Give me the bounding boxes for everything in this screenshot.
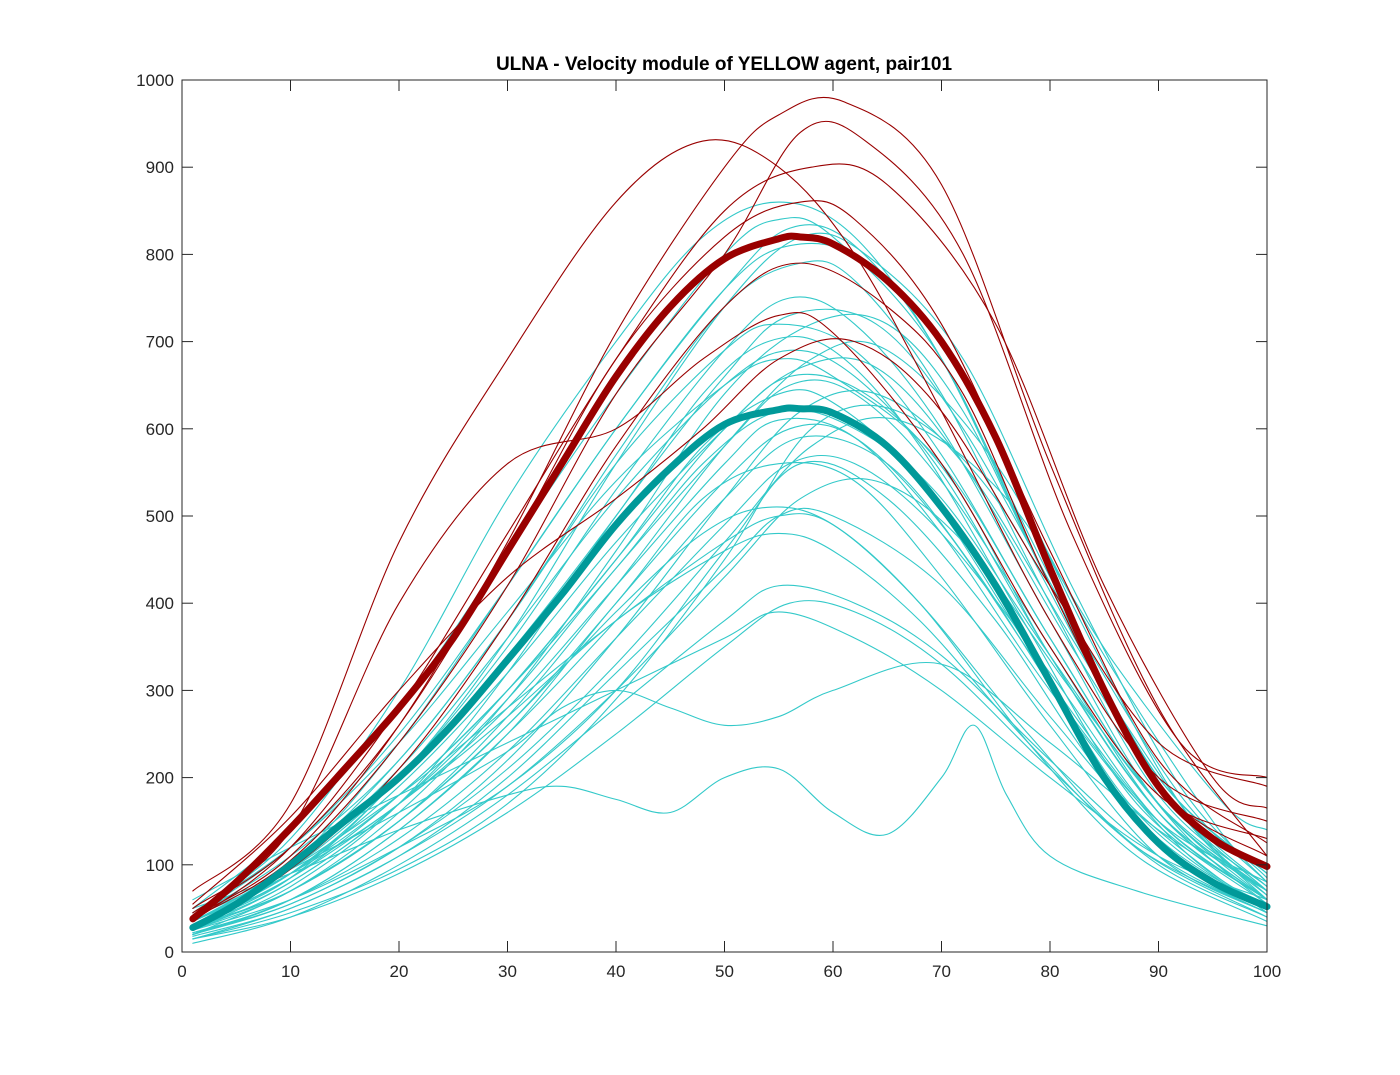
x-tick-label: 100	[1253, 962, 1281, 981]
y-tick-label: 300	[146, 681, 174, 700]
series-line-cyan-26	[192, 358, 1268, 914]
axes-layer: 0 10 20 30 40 50 60 70 80 90 100010020030040050060…	[136, 71, 1281, 981]
x-tick-label: 90	[1149, 962, 1168, 981]
series-line-red-38	[192, 139, 1268, 892]
y-tick-label: 1000	[136, 71, 174, 90]
series-line-cyan-36	[192, 600, 1268, 940]
x-tick-label: 30	[498, 962, 517, 981]
x-tick-label: 80	[1041, 962, 1060, 981]
x-tick-label: 60	[824, 962, 843, 981]
series-line-cyan-12	[192, 611, 1268, 901]
x-tick-label: 70	[932, 962, 951, 981]
y-tick-label: 900	[146, 158, 174, 177]
series-line-red-42	[192, 311, 1268, 909]
series-line-cyan-24	[192, 478, 1268, 937]
series-layer	[189, 96, 1271, 944]
x-tick-label: 10	[281, 962, 300, 981]
x-tick-label: 0	[177, 962, 186, 981]
series-line-cyan-8	[192, 513, 1268, 927]
y-tick-label: 0	[165, 943, 174, 962]
y-tick-label: 500	[146, 507, 174, 526]
series-line-cyan-27	[192, 416, 1268, 934]
x-tick-label: 40	[607, 962, 626, 981]
series-line-cyan-13	[192, 584, 1268, 944]
y-tick-label: 600	[146, 420, 174, 439]
series-line-cyan-mean-46	[189, 404, 1271, 932]
series-line-red-43	[192, 200, 1268, 914]
series-line-cyan-37	[192, 357, 1268, 927]
y-tick-label: 700	[146, 333, 174, 352]
series-line-cyan-32	[192, 423, 1268, 936]
y-tick-label: 100	[146, 856, 174, 875]
series-line-cyan-33	[192, 532, 1268, 927]
series-line-red-44	[192, 120, 1268, 920]
y-tick-label: 200	[146, 769, 174, 788]
series-line-red-mean-47	[189, 232, 1271, 923]
x-tick-label: 50	[715, 962, 734, 981]
y-tick-label: 800	[146, 245, 174, 264]
series-line-red-41	[192, 262, 1268, 927]
chart-title: ULNA - Velocity module of YELLOW agent, …	[496, 54, 953, 75]
x-tick-label: 20	[390, 962, 409, 981]
series-line-cyan-19	[192, 454, 1268, 936]
y-tick-label: 400	[146, 594, 174, 613]
series-line-cyan-14	[192, 724, 1268, 927]
